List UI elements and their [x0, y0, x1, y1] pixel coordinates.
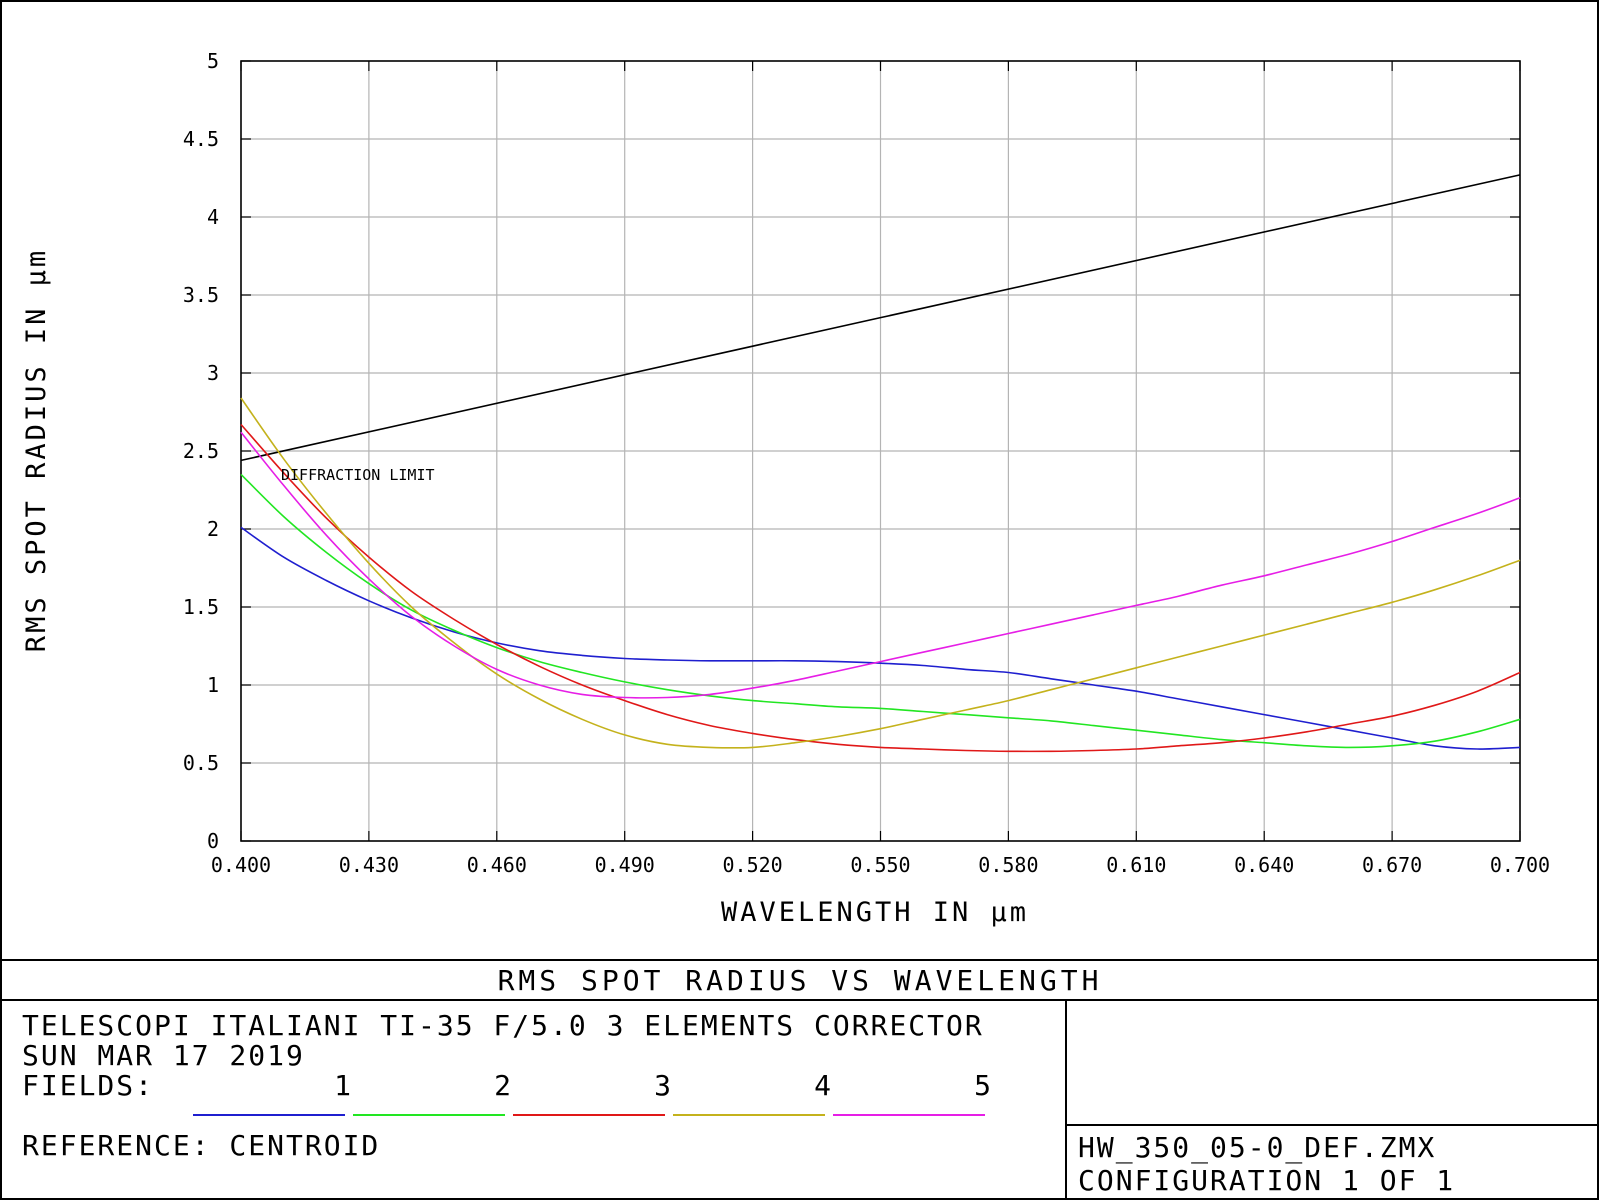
reference-text: REFERENCE: CENTROID — [22, 1129, 380, 1162]
legend-label-3: 3 — [654, 1069, 671, 1102]
x-tick-label: 0.460 — [467, 853, 527, 877]
info-line-2: SUN MAR 17 2019 — [22, 1039, 305, 1072]
y-tick-label: 3.5 — [183, 283, 219, 307]
series-line-3 — [240, 423, 1521, 753]
diffraction-limit-label: DIFFRACTION LIMIT — [281, 466, 435, 484]
legend-label-5: 5 — [974, 1069, 991, 1102]
x-tick-label: 0.430 — [339, 853, 399, 877]
x-tick-label: 0.640 — [1234, 853, 1294, 877]
legend-label-4: 4 — [814, 1069, 831, 1102]
y-tick-label: 2.5 — [183, 439, 219, 463]
grid-lines — [241, 61, 1520, 841]
y-tick-label: 5 — [207, 49, 219, 73]
configuration-text: CONFIGURATION 1 OF 1 — [1078, 1164, 1455, 1197]
legend: 1 2 3 4 5 — [193, 1069, 991, 1116]
x-tick-label: 0.520 — [722, 853, 782, 877]
y-tick-labels: 0 0.5 1 1.5 2 2.5 3 3.5 4 4.5 5 — [183, 49, 219, 853]
x-tick-label: 0.670 — [1362, 853, 1422, 877]
x-tick-labels: 0.400 0.430 0.460 0.490 0.520 0.550 0.580 0.610… — [211, 853, 1550, 877]
file-name: HW_350_05-0_DEF.ZMX — [1078, 1131, 1436, 1165]
tick-marks — [240, 60, 1521, 842]
y-axis-label: RMS SPOT RADIUS IN µm — [21, 248, 52, 652]
series-line-4 — [240, 397, 1521, 749]
legend-label-1: 1 — [334, 1069, 351, 1102]
y-tick-label: 4 — [207, 205, 219, 229]
y-tick-label: 1.5 — [183, 595, 219, 619]
y-tick-label: 2 — [207, 517, 219, 541]
y-tick-label: 4.5 — [183, 127, 219, 151]
x-tick-label: 0.610 — [1106, 853, 1166, 877]
series-line-1 — [240, 526, 1521, 750]
series-line-2 — [240, 473, 1521, 749]
y-tick-label: 3 — [207, 361, 219, 385]
x-axis-label: WAVELENGTH IN µm — [721, 897, 1029, 928]
series-lines — [240, 174, 1521, 753]
x-tick-label: 0.580 — [978, 853, 1038, 877]
y-tick-label: 0 — [207, 829, 219, 853]
x-tick-label: 0.490 — [595, 853, 655, 877]
x-tick-label: 0.700 — [1490, 853, 1550, 877]
x-tick-label: 0.550 — [850, 853, 910, 877]
x-tick-label: 0.400 — [211, 853, 271, 877]
info-line-1: TELESCOPI ITALIANI TI-35 F/5.0 3 ELEMENT… — [22, 1009, 984, 1042]
diffraction-limit-line — [240, 174, 1521, 462]
legend-label-2: 2 — [494, 1069, 511, 1102]
footer-title: RMS SPOT RADIUS VS WAVELENGTH — [498, 964, 1103, 997]
y-tick-label: 0.5 — [183, 751, 219, 775]
y-tick-label: 1 — [207, 673, 219, 697]
fields-label: FIELDS: — [22, 1069, 154, 1102]
series-line-5 — [240, 431, 1521, 699]
